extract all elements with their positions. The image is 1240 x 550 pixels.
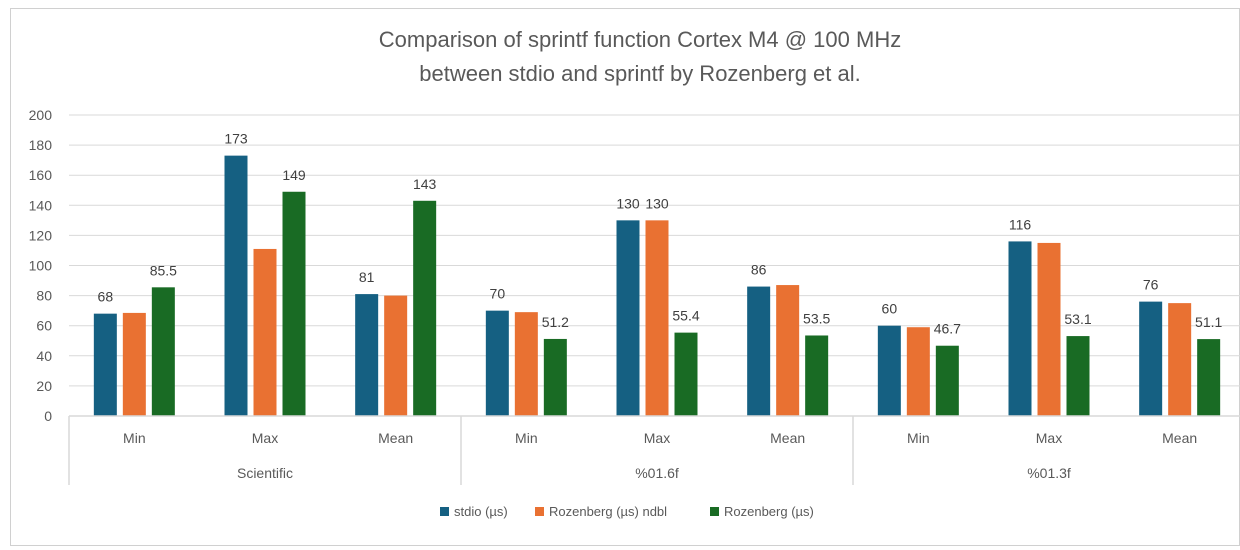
data-label: 149 (282, 167, 306, 183)
chart-title-line-1: Comparison of sprintf function Cortex M4… (379, 27, 901, 52)
bar (906, 327, 930, 416)
bar (355, 294, 379, 416)
bar (514, 312, 538, 416)
bar (151, 287, 175, 416)
bar (1066, 336, 1090, 416)
data-label: 130 (645, 195, 669, 211)
category-label: Max (644, 430, 670, 446)
data-label: 70 (490, 286, 506, 302)
legend-swatch (440, 507, 449, 516)
bar (122, 312, 146, 416)
y-tick-label: 140 (29, 197, 53, 213)
data-label: 51.2 (542, 314, 569, 330)
y-tick-label: 100 (29, 258, 53, 274)
bar (253, 248, 277, 416)
data-label: 173 (224, 131, 248, 147)
data-label: 68 (98, 289, 114, 305)
data-label: 46.7 (934, 321, 961, 337)
category-label: Mean (1162, 430, 1197, 446)
y-tick-label: 60 (36, 318, 52, 334)
category-label: Max (1036, 430, 1062, 446)
y-tick-label: 20 (36, 378, 52, 394)
data-label: 55.4 (672, 308, 699, 324)
bar (1168, 303, 1192, 416)
data-label: 60 (882, 301, 898, 317)
bar (616, 220, 640, 416)
group-label: Scientific (237, 465, 293, 481)
bar (413, 200, 437, 416)
legend-label: Rozenberg (µs) (724, 504, 814, 519)
legend-swatch (535, 507, 544, 516)
category-label: Max (252, 430, 278, 446)
y-tick-label: 80 (36, 288, 52, 304)
group-label: %01.3f (1027, 465, 1071, 481)
bar (1008, 241, 1032, 416)
data-label: 116 (1009, 216, 1032, 232)
bar (747, 286, 771, 416)
bar (674, 332, 698, 416)
bar (485, 310, 509, 416)
category-label: Min (515, 430, 538, 446)
bar (1139, 301, 1163, 416)
bar (93, 313, 117, 416)
legend-label: stdio (µs) (454, 504, 508, 519)
bar (543, 338, 567, 416)
category-label: Mean (770, 430, 805, 446)
data-label: 76 (1143, 277, 1159, 293)
bar (1197, 339, 1221, 416)
category-label: Min (123, 430, 146, 446)
legend-swatch (710, 507, 719, 516)
data-label: 130 (616, 195, 640, 211)
bar (1037, 242, 1061, 416)
data-label: 85.5 (150, 262, 177, 278)
data-label: 143 (413, 176, 437, 192)
data-label: 81 (359, 269, 375, 285)
bar (224, 155, 248, 416)
bar (645, 220, 669, 416)
y-tick-label: 120 (29, 227, 53, 243)
bar (877, 325, 901, 416)
y-tick-label: 180 (29, 137, 53, 153)
chart-title-line-2: between stdio and sprintf by Rozenberg e… (419, 61, 861, 86)
y-tick-label: 40 (36, 348, 52, 364)
bar (776, 285, 800, 416)
data-label: 53.1 (1064, 311, 1091, 327)
data-label: 86 (751, 262, 767, 278)
bar (805, 335, 829, 416)
bar (384, 295, 408, 416)
y-tick-label: 200 (29, 107, 53, 123)
category-label: Min (907, 430, 930, 446)
y-tick-label: 160 (29, 167, 53, 183)
legend-label: Rozenberg (µs) ndbl (549, 504, 667, 519)
data-label: 51.1 (1195, 314, 1222, 330)
bar (935, 345, 959, 416)
group-label: %01.6f (635, 465, 679, 481)
data-label: 53.5 (803, 310, 830, 326)
category-label: Mean (378, 430, 413, 446)
bar (282, 191, 306, 416)
y-tick-label: 0 (44, 408, 52, 424)
